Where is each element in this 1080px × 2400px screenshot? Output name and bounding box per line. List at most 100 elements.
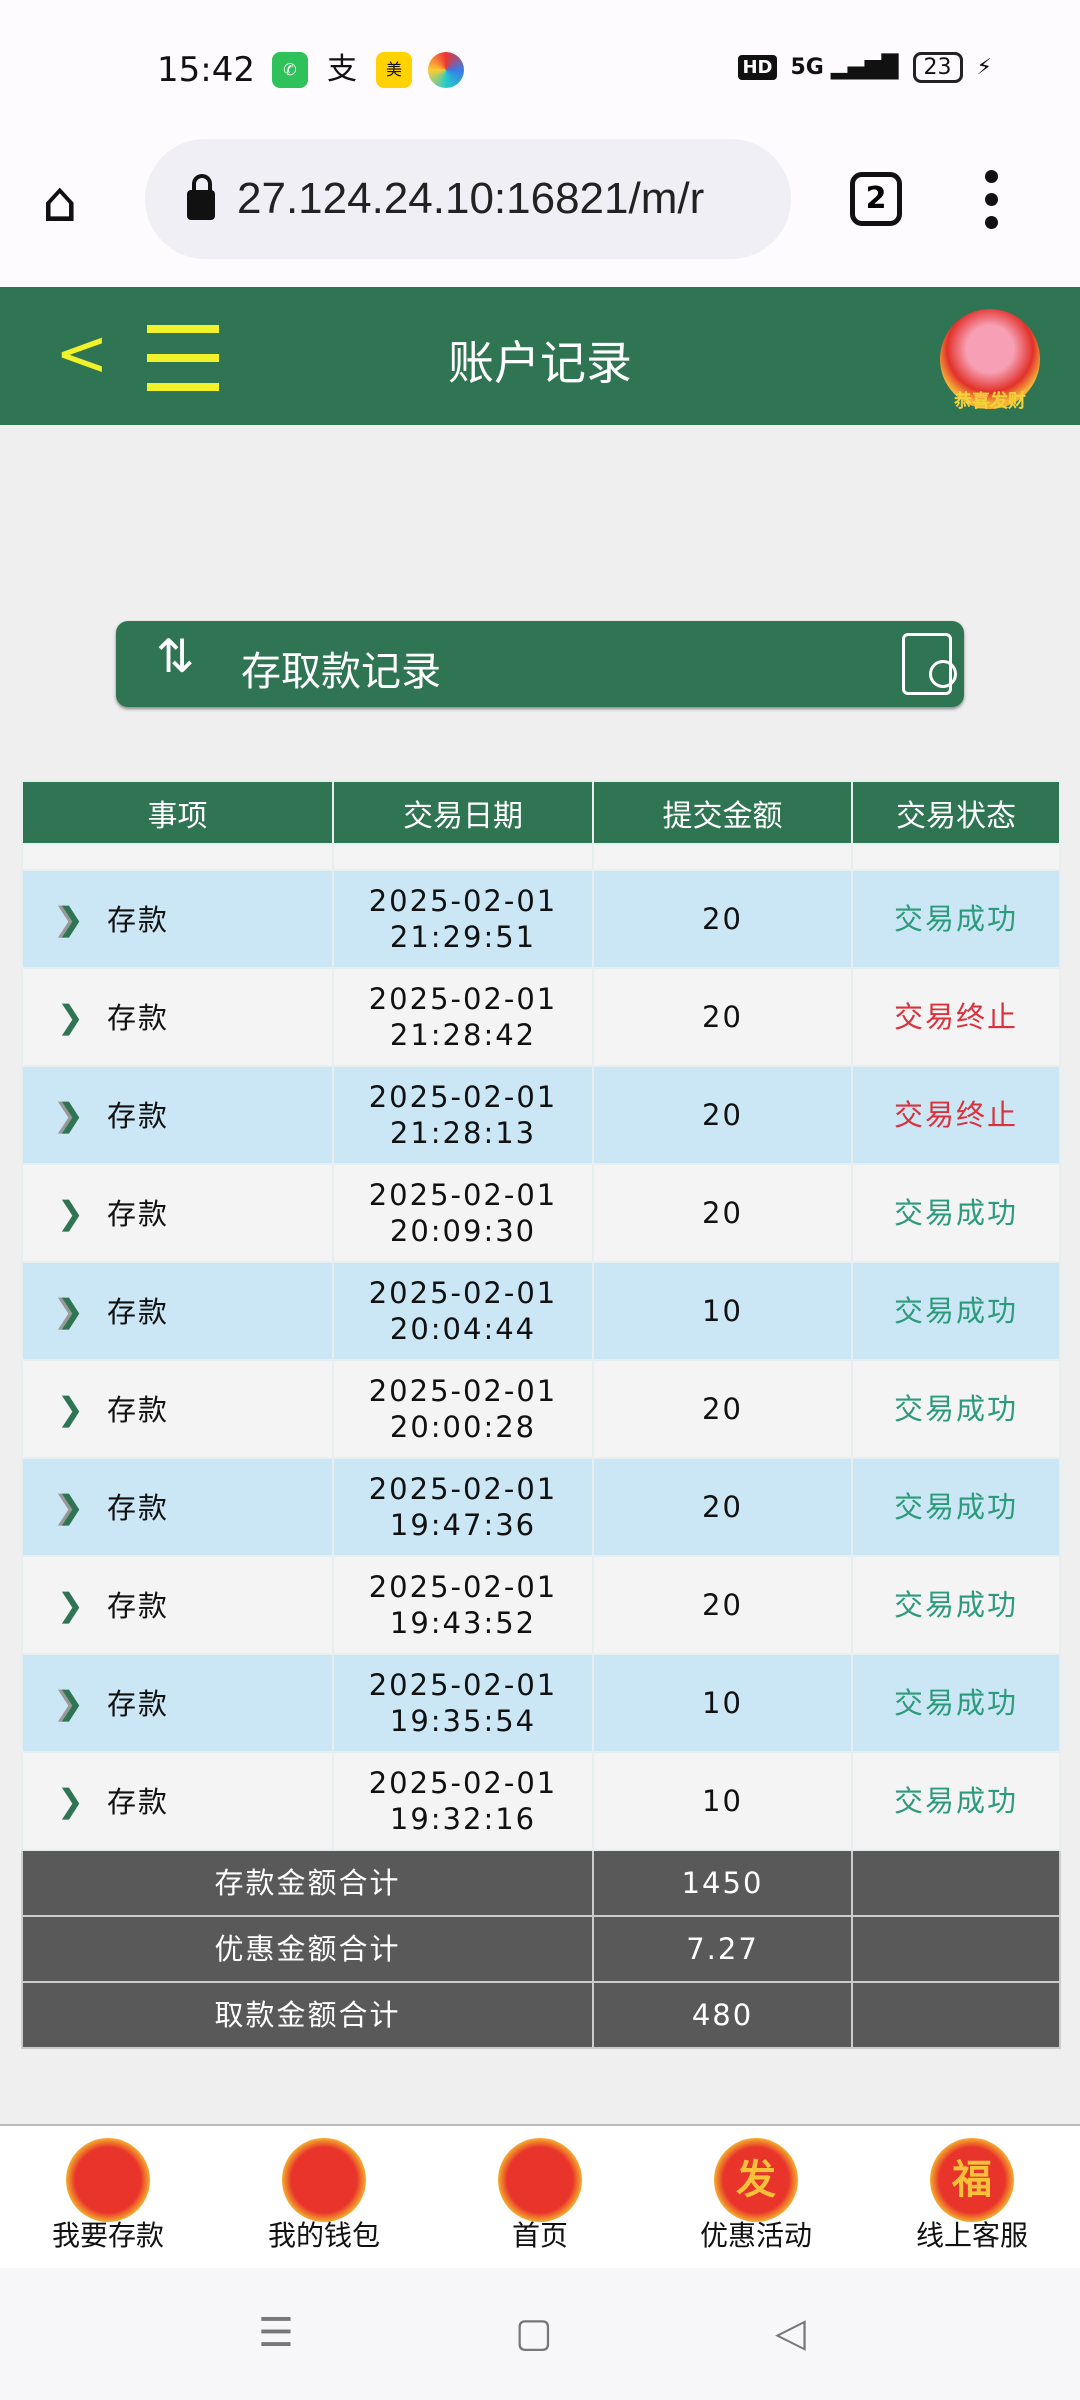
signal-icon: 5G ▂▄▆█ — [790, 55, 899, 80]
nav-item[interactable]: 首页 — [432, 2126, 648, 2268]
home-button-icon[interactable]: ▢ — [515, 2310, 553, 2356]
date-cell: 2025-02-01 21:29:51 — [332, 869, 594, 969]
chevron-right-icon: ❯ — [57, 1781, 86, 1820]
wallet-mascot-icon — [282, 2138, 366, 2222]
phone-app-icon: ✆ — [272, 52, 308, 88]
amount-cell: 20 — [592, 1457, 853, 1557]
date-cell: 2025-02-01 19:35:54 — [332, 1653, 594, 1753]
alipay-icon: 支 — [327, 52, 357, 87]
section-title: 存取款记录 — [241, 649, 441, 695]
amount-cell: 20 — [592, 967, 853, 1067]
item-cell: ❯ 存款 — [21, 1261, 334, 1361]
status-cell: 交易成功 — [851, 869, 1061, 969]
amount-cell: 10 — [592, 1261, 853, 1361]
back-nav-icon[interactable]: ◁ — [775, 2310, 806, 2356]
bottom-navigation: 我要存款 我的钱包首页 发优惠活动福线上客服 — [0, 2124, 1080, 2268]
notification-icons: ✆ 支 美 — [272, 52, 464, 88]
date-cell: 2025-02-01 20:00:28 — [332, 1359, 594, 1459]
back-icon[interactable]: < — [55, 317, 109, 391]
column-header: 提交金额 — [592, 780, 853, 845]
table-row[interactable]: ❯ 存款 2025-02-01 21:28:42 20 交易终止 — [21, 967, 1061, 1067]
chevron-right-icon: ❯ — [57, 1585, 86, 1624]
status-cell: 交易终止 — [851, 1065, 1061, 1165]
table-row[interactable]: ❯ 存款 2025-02-01 20:09:30 20 交易成功 — [21, 1163, 1061, 1263]
fa-character-icon: 发 — [714, 2138, 798, 2222]
fu-character-icon: 福 — [930, 2138, 1014, 2222]
charging-icon: ⚡ — [976, 55, 992, 80]
status-cell: 交易成功 — [851, 1359, 1061, 1459]
nav-item[interactable]: 我要存款 — [0, 2126, 216, 2268]
summary-row: 优惠金额合计 7.27 — [21, 1915, 1061, 1983]
amount-cell: 20 — [592, 1555, 853, 1655]
status-cell: 交易成功 — [851, 1457, 1061, 1557]
amount-cell: 20 — [592, 1359, 853, 1459]
meituan-icon: 美 — [376, 52, 412, 88]
nav-label: 我要存款 — [51, 2219, 164, 2252]
chevron-right-icon: ❯ — [57, 1291, 86, 1330]
status-cell: 交易终止 — [851, 967, 1061, 1067]
date-cell: 2025-02-01 20:09:30 — [332, 1163, 594, 1263]
summary-value: 480 — [592, 1981, 853, 2049]
table-header: 事项 交易日期 提交金额 交易状态 — [21, 780, 1061, 845]
records-table: 事项 交易日期 提交金额 交易状态 ❯ 存款 2025-02-01 21:29:51… — [21, 780, 1061, 2049]
table-row[interactable]: ❯ 存款 2025-02-01 21:28:13 20 交易终止 — [21, 1065, 1061, 1165]
address-bar[interactable]: 27.124.24.10:16821/m/r — [145, 139, 791, 259]
recent-apps-icon[interactable]: ☰ — [258, 2310, 294, 2356]
home-icon[interactable]: ⌂ — [42, 170, 78, 235]
amount-cell: 10 — [592, 1653, 853, 1753]
page-title: 账户记录 — [448, 336, 632, 390]
mascot-avatar[interactable]: 恭喜发财 — [940, 309, 1040, 412]
system-navigation-bar: ☰ ▢ ◁ — [0, 2268, 1080, 2400]
nav-item[interactable]: 发优惠活动 — [648, 2126, 864, 2268]
chevron-right-icon: ❯ — [57, 1683, 86, 1722]
date-cell: 2025-02-01 21:28:13 — [332, 1065, 594, 1165]
item-cell: ❯ 存款 — [21, 1457, 334, 1557]
lock-icon — [187, 174, 215, 220]
date-cell: 2025-02-01 19:43:52 — [332, 1555, 594, 1655]
tab-switcher-button[interactable]: 2 — [850, 172, 902, 226]
column-header: 交易状态 — [851, 780, 1061, 845]
column-header: 事项 — [21, 780, 334, 845]
amount-cell: 10 — [592, 1751, 853, 1851]
nav-label: 首页 — [511, 2219, 568, 2252]
chevron-right-icon: ❯ — [57, 1389, 86, 1428]
item-cell: ❯ 存款 — [21, 1359, 334, 1459]
summary-value: 7.27 — [592, 1915, 853, 1983]
date-cell: 2025-02-01 19:32:16 — [332, 1751, 594, 1851]
amount-cell: 20 — [592, 869, 853, 969]
item-cell: ❯ 存款 — [21, 1065, 334, 1165]
url-text: 27.124.24.10:16821/m/r — [237, 174, 705, 223]
deposit-withdraw-records-button[interactable]: ⇅ 存取款记录 — [116, 621, 964, 707]
summary-row: 存款金额合计 1450 — [21, 1849, 1061, 1917]
chevron-right-icon: ❯ — [57, 997, 86, 1036]
item-cell: ❯ 存款 — [21, 869, 334, 969]
chevron-right-icon: ❯ — [57, 1193, 86, 1232]
status-time: 15:42 — [157, 50, 255, 90]
table-row-partial — [21, 843, 1061, 871]
document-search-icon[interactable] — [902, 633, 957, 695]
nav-item[interactable]: 福线上客服 — [864, 2126, 1080, 2268]
table-row[interactable]: ❯ 存款 2025-02-01 20:04:44 10 交易成功 — [21, 1261, 1061, 1361]
table-row[interactable]: ❯ 存款 2025-02-01 19:35:54 10 交易成功 — [21, 1653, 1061, 1753]
nav-item[interactable]: 我的钱包 — [216, 2126, 432, 2268]
status-cell: 交易成功 — [851, 1653, 1061, 1753]
summary-label: 存款金额合计 — [21, 1849, 594, 1917]
status-bar: 15:42 ✆ 支 美 HD 5G ▂▄▆█ 23 ⚡ — [0, 0, 1080, 130]
table-row[interactable]: ❯ 存款 2025-02-01 21:29:51 20 交易成功 — [21, 869, 1061, 969]
table-row[interactable]: ❯ 存款 2025-02-01 19:32:16 10 交易成功 — [21, 1751, 1061, 1851]
app-icon — [428, 52, 464, 88]
hd-icon: HD — [738, 55, 777, 80]
chevron-right-icon: ❯ — [57, 1095, 86, 1134]
more-menu-icon[interactable] — [985, 170, 999, 229]
home-mascot-icon — [498, 2138, 582, 2222]
date-cell: 2025-02-01 21:28:42 — [332, 967, 594, 1067]
menu-icon[interactable] — [147, 325, 219, 412]
summary-row: 取款金额合计 480 — [21, 1981, 1061, 2049]
table-row[interactable]: ❯ 存款 2025-02-01 19:43:52 20 交易成功 — [21, 1555, 1061, 1655]
currency-exchange-icon: ⇅ — [156, 629, 195, 683]
table-row[interactable]: ❯ 存款 2025-02-01 19:47:36 20 交易成功 — [21, 1457, 1061, 1557]
table-row[interactable]: ❯ 存款 2025-02-01 20:00:28 20 交易成功 — [21, 1359, 1061, 1459]
date-cell: 2025-02-01 19:47:36 — [332, 1457, 594, 1557]
summary-label: 取款金额合计 — [21, 1981, 594, 2049]
status-cell: 交易成功 — [851, 1555, 1061, 1655]
